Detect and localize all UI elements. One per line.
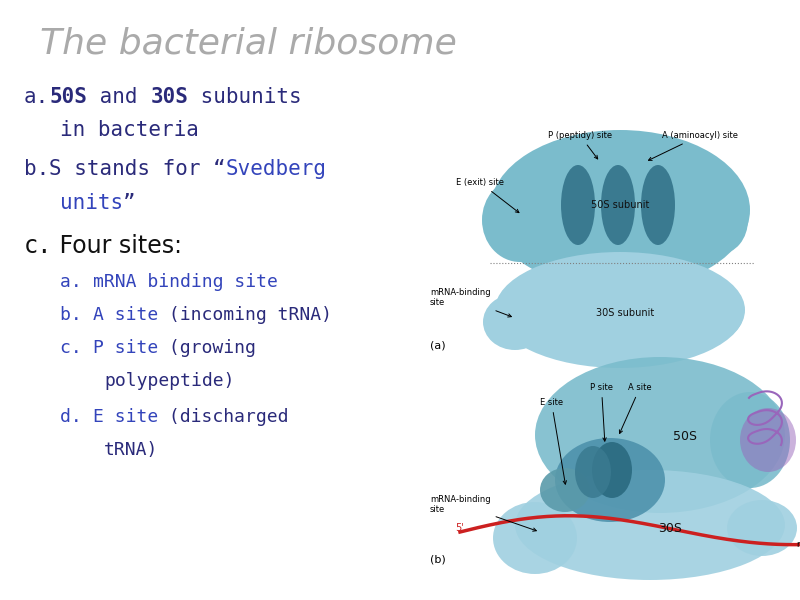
Ellipse shape [540,468,590,512]
Ellipse shape [641,165,675,245]
Text: in bacteria: in bacteria [60,120,199,140]
Text: (growing: (growing [158,339,256,357]
Text: E site: E site [93,408,158,426]
Text: a.: a. [24,87,50,107]
Text: tRNA): tRNA) [104,441,158,459]
Text: ”: ” [123,193,136,213]
Text: P site: P site [93,339,158,357]
Ellipse shape [490,130,750,290]
Text: c.: c. [60,339,93,357]
Ellipse shape [575,446,611,498]
Ellipse shape [555,438,665,522]
Ellipse shape [561,165,595,245]
Text: (a): (a) [430,340,446,350]
Text: units: units [60,193,123,213]
Text: The bacterial ribosome: The bacterial ribosome [40,27,457,61]
Ellipse shape [710,392,790,488]
Text: 50S: 50S [673,431,697,443]
Ellipse shape [687,291,743,339]
Text: a.: a. [60,273,93,291]
Ellipse shape [493,502,577,574]
Text: A (aminoacyl) site: A (aminoacyl) site [649,131,738,160]
Text: 50S subunit: 50S subunit [591,200,649,210]
Text: (b): (b) [430,554,446,564]
Ellipse shape [515,470,785,580]
Text: mRNA: mRNA [796,540,800,549]
Ellipse shape [482,178,558,262]
Ellipse shape [483,294,547,350]
Text: b.: b. [24,159,50,179]
Text: Svedberg: Svedberg [226,159,327,179]
Text: 30S: 30S [150,87,188,107]
Text: mRNA binding site: mRNA binding site [93,273,278,291]
Ellipse shape [727,500,797,556]
Ellipse shape [592,442,632,498]
Text: S stands for “: S stands for “ [50,159,226,179]
Text: c.: c. [24,234,53,258]
Text: P (peptidy) site: P (peptidy) site [548,131,612,159]
Ellipse shape [535,357,785,513]
Text: (incoming tRNA): (incoming tRNA) [158,306,332,324]
Ellipse shape [495,252,745,368]
Text: A site: A site [619,383,652,433]
Text: E (exit) site: E (exit) site [456,178,519,212]
Text: (discharged: (discharged [158,408,288,426]
Ellipse shape [601,165,635,245]
Ellipse shape [692,186,748,254]
Text: b.: b. [60,306,93,324]
Text: E site: E site [540,398,566,484]
Text: subunits: subunits [188,87,302,107]
Text: Four sites:: Four sites: [53,234,182,258]
Text: mRNA-binding
site: mRNA-binding site [430,494,536,531]
Text: 5': 5' [455,523,464,533]
Text: and: and [87,87,150,107]
Text: 30S: 30S [658,521,682,535]
Text: d.: d. [60,408,93,426]
Text: 30S subunit: 30S subunit [596,308,654,318]
Text: A site: A site [93,306,158,324]
Text: 50S: 50S [50,87,87,107]
Ellipse shape [740,408,796,472]
Text: P site: P site [590,383,613,441]
Text: polypeptide): polypeptide) [104,372,234,390]
Text: mRNA-binding
site: mRNA-binding site [430,287,511,317]
